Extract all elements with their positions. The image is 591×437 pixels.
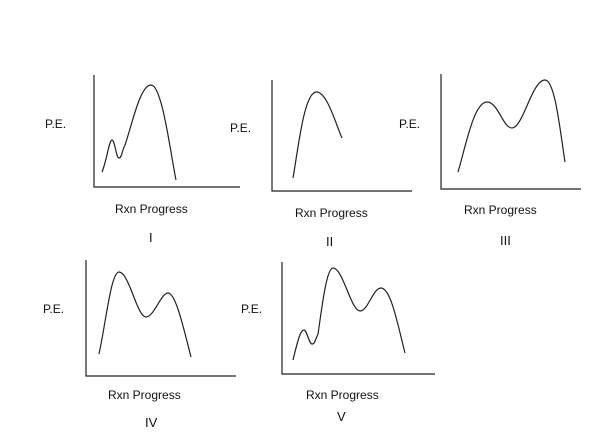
panel-iii-curve: [457, 79, 566, 173]
panel-iv-axes: [85, 260, 236, 377]
panel-i-axes: [93, 75, 240, 188]
panel-iv-curve: [98, 271, 192, 358]
panel-v-axes: [281, 262, 435, 375]
panel-i-ylabel: P.E.: [45, 117, 67, 131]
panel-iv-numeral: IV: [145, 415, 158, 430]
panel-iii-numeral: III: [500, 233, 511, 248]
panel-ii-numeral: II: [326, 234, 334, 249]
panel-iv-xlabel: Rxn Progress: [108, 388, 181, 402]
panel-v-ylabel: P.E.: [241, 302, 263, 316]
panel-v-numeral: V: [337, 409, 346, 424]
panel-iii-xlabel: Rxn Progress: [464, 203, 537, 217]
panel-iii-axes: [440, 74, 581, 190]
panel-i-curve: [101, 84, 177, 181]
panel-ii-curve: [292, 91, 343, 179]
panel-v-curve: [292, 267, 406, 361]
panel-ii-ylabel: P.E.: [230, 121, 252, 135]
panel-i-xlabel: Rxn Progress: [115, 202, 188, 216]
panel-ii-xlabel: Rxn Progress: [295, 206, 368, 220]
panel-v-xlabel: Rxn Progress: [306, 388, 379, 402]
panel-ii-axes: [271, 80, 412, 192]
panel-iv-ylabel: P.E.: [43, 302, 65, 316]
panel-iii-ylabel: P.E.: [399, 117, 421, 131]
panel-i-numeral: I: [149, 230, 153, 245]
